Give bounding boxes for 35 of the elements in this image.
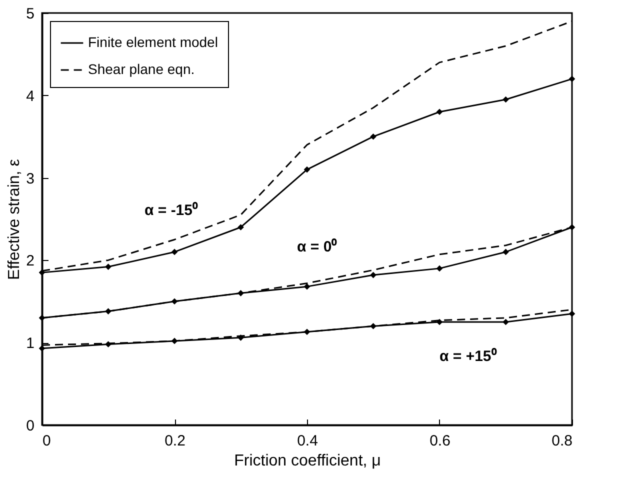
x-tick-label: 0.8 bbox=[552, 432, 572, 450]
point bbox=[38, 269, 46, 276]
legend-label: Finite element model bbox=[88, 34, 218, 50]
point bbox=[304, 166, 310, 173]
x-axis-title: Friction coefficient, μ bbox=[234, 452, 381, 470]
point bbox=[238, 224, 244, 230]
point bbox=[568, 310, 576, 317]
point bbox=[502, 318, 509, 326]
annotation: α = -15⁰ bbox=[144, 200, 198, 219]
y-tick-label: 5 bbox=[26, 6, 34, 22]
annotation: α = 0⁰ bbox=[297, 238, 338, 256]
legend-label: Shear plane eqn. bbox=[88, 61, 195, 77]
point bbox=[502, 96, 509, 103]
point bbox=[568, 76, 576, 82]
x-tick-label: 0.2 bbox=[164, 432, 186, 450]
y-tick-label: 1 bbox=[26, 335, 34, 352]
y-tick-label: 2 bbox=[26, 252, 34, 270]
point bbox=[436, 318, 443, 326]
x-tick-label: 0.6 bbox=[430, 432, 450, 450]
x-tick-label: 0.4 bbox=[297, 432, 318, 450]
point bbox=[105, 264, 112, 270]
point bbox=[436, 265, 443, 272]
y-axis-title: Effective strain, ε bbox=[6, 159, 24, 280]
point bbox=[171, 248, 178, 256]
y-tick-label: 0 bbox=[26, 418, 34, 434]
x-tick-label: 0 bbox=[42, 432, 51, 450]
point bbox=[370, 272, 376, 278]
y-tick-label: 4 bbox=[26, 88, 34, 105]
y-tick-label: 3 bbox=[26, 170, 34, 188]
annotation: α = +15⁰ bbox=[440, 347, 498, 365]
point bbox=[370, 133, 376, 140]
point bbox=[38, 345, 46, 352]
point bbox=[304, 283, 310, 290]
point bbox=[436, 108, 443, 116]
point bbox=[502, 248, 509, 256]
